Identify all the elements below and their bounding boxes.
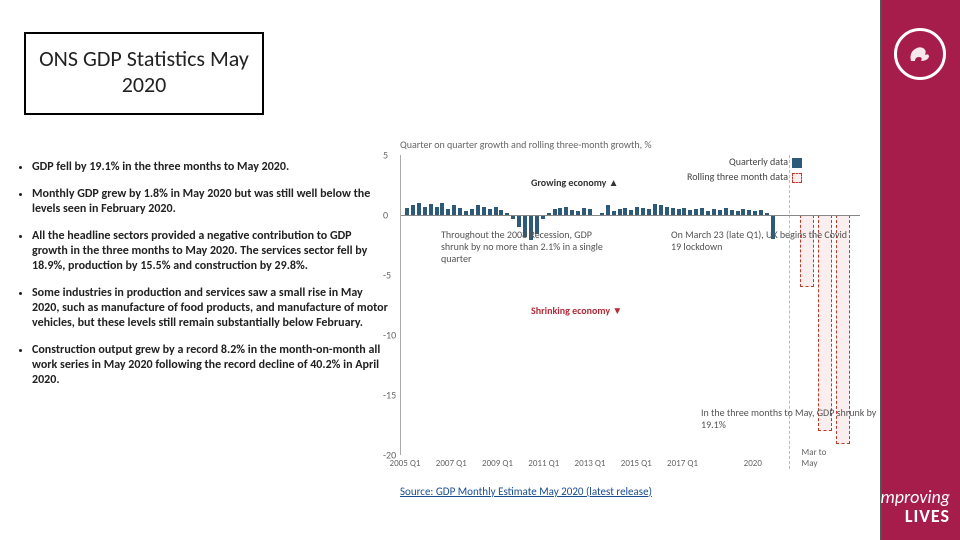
quarterly-bar (635, 207, 639, 215)
bullet-item: Monthly GDP grew by 1.8% in May 2020 but… (32, 187, 388, 217)
brand-text: Improving LIVES (876, 488, 950, 526)
y-tick-label: -5 (383, 269, 391, 282)
x-tick-label: 2017 Q1 (667, 458, 698, 469)
quarterly-bar (623, 208, 627, 215)
quarterly-bar (423, 207, 427, 215)
quarterly-bar (558, 208, 562, 215)
x-tick-label: 2007 Q1 (436, 458, 467, 469)
y-tick-label: 0 (383, 209, 388, 222)
quarterly-bar (682, 208, 686, 215)
x-tick-label: 2020 (744, 458, 762, 469)
quarterly-bar (665, 207, 669, 215)
quarterly-bar (452, 205, 456, 215)
chart-annotation: In the three months to May, GDP shrunk b… (701, 407, 881, 431)
quarterly-bar (458, 208, 462, 215)
y-tick-label: -10 (383, 329, 396, 342)
chart-annotation: Throughout the 2008 Recession, GDP shrun… (441, 229, 621, 265)
chart-title: Quarter on quarter growth and rolling th… (400, 138, 870, 151)
quarterly-bar (411, 205, 415, 215)
bullet-item: GDP fell by 19.1% in the three months to… (32, 160, 388, 175)
chart-annotation: Growing economy ▲ (531, 177, 711, 189)
quarterly-bar (671, 208, 675, 215)
bullet-list: GDP fell by 19.1% in the three months to… (18, 160, 388, 400)
dragon-icon (905, 39, 935, 69)
quarterly-bar (659, 205, 663, 215)
quarterly-bar (700, 208, 704, 215)
x-tick-label: 2013 Q1 (575, 458, 606, 469)
quarterly-bar (405, 208, 409, 215)
brand-logo (894, 28, 946, 80)
quarterly-bar (476, 205, 480, 215)
y-tick-label: 5 (383, 149, 388, 162)
quarterly-bar (641, 208, 645, 215)
zero-line (401, 215, 860, 216)
bullet-item: All the headline sectors provided a nega… (32, 229, 388, 274)
quarterly-bar (582, 208, 586, 215)
gdp-chart: Quarter on quarter growth and rolling th… (400, 138, 870, 498)
brand-sidebar: Improving LIVES (880, 0, 960, 540)
x-tick-label: 2009 Q1 (482, 458, 513, 469)
x-tick-label: 2005 Q1 (390, 458, 421, 469)
quarterly-bar (517, 215, 521, 227)
slide-title: ONS GDP Statistics May 2020 (36, 46, 252, 99)
x-tick-label: 2015 Q1 (621, 458, 652, 469)
quarterly-bar (494, 207, 498, 215)
quarterly-bar (417, 203, 421, 215)
chart-annotation: On March 23 (late Q1), UK begins the Cov… (671, 229, 851, 253)
y-tick-label: -15 (383, 389, 396, 402)
x-tick-label: Mar to May (802, 447, 841, 469)
x-tick-label: 2011 Q1 (528, 458, 559, 469)
bullet-item: Some industries in production and servic… (32, 286, 388, 331)
quarterly-bar (435, 207, 439, 215)
bullet-item: Construction output grew by a record 8.2… (32, 343, 388, 388)
quarterly-bar (429, 204, 433, 215)
quarterly-bar (653, 204, 657, 215)
source-link[interactable]: Source: GDP Monthly Estimate May 2020 (l… (400, 485, 870, 498)
quarterly-bar (724, 208, 728, 215)
chart-annotation: Shrinking economy ▼ (531, 305, 711, 317)
quarterly-bar (482, 207, 486, 215)
chart-plot: Quarterly data Rolling three month data … (400, 155, 860, 455)
quarterly-bar (564, 207, 568, 215)
brand-line2: LIVES (876, 507, 950, 526)
quarterly-bar (606, 205, 610, 215)
quarterly-bar (440, 203, 444, 215)
slide-title-box: ONS GDP Statistics May 2020 (24, 32, 264, 115)
